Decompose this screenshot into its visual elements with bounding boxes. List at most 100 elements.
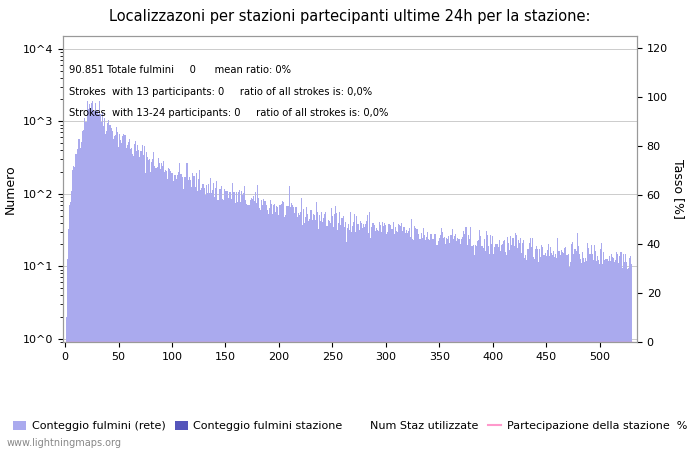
Bar <box>114 135 115 450</box>
Bar <box>147 158 148 450</box>
Bar <box>474 255 475 450</box>
Bar <box>514 233 516 450</box>
Bar <box>457 238 458 450</box>
Bar <box>435 245 437 450</box>
Bar <box>287 206 288 450</box>
Bar <box>260 210 261 450</box>
Bar <box>484 251 486 450</box>
Bar <box>153 153 155 450</box>
Bar <box>458 239 459 450</box>
Bar <box>193 176 194 450</box>
Bar <box>248 205 249 450</box>
Bar <box>206 193 208 450</box>
Bar <box>617 254 618 450</box>
Bar <box>374 231 376 450</box>
Bar <box>363 224 364 450</box>
Bar <box>441 228 442 450</box>
Bar <box>439 238 440 450</box>
Bar <box>592 254 593 450</box>
Bar <box>613 258 614 450</box>
Bar <box>192 173 193 450</box>
Bar <box>496 243 498 450</box>
Bar <box>333 227 334 450</box>
Bar <box>618 263 620 450</box>
Bar <box>322 222 323 450</box>
Bar <box>276 206 277 450</box>
Bar <box>600 249 601 450</box>
Bar <box>428 238 429 450</box>
Bar <box>136 151 137 450</box>
Bar <box>328 221 330 450</box>
Bar <box>385 225 386 450</box>
Bar <box>464 234 466 450</box>
Bar <box>291 203 293 450</box>
Bar <box>403 227 405 450</box>
Bar <box>620 252 622 450</box>
Text: 90.851 Totale fulmini     0      mean ratio: 0%: 90.851 Totale fulmini 0 mean ratio: 0% <box>69 65 291 75</box>
Bar <box>440 235 441 450</box>
Bar <box>556 258 557 450</box>
Bar <box>223 200 224 450</box>
Bar <box>583 258 584 450</box>
Bar <box>445 244 446 450</box>
Bar <box>615 260 616 450</box>
Bar <box>348 224 349 450</box>
Bar <box>84 118 85 450</box>
Bar <box>561 252 563 450</box>
Bar <box>568 254 569 450</box>
Bar <box>331 208 332 450</box>
Bar <box>393 222 394 450</box>
Bar <box>132 154 133 450</box>
Bar <box>83 130 84 450</box>
Bar <box>473 245 474 450</box>
Bar <box>522 243 523 450</box>
Bar <box>122 135 123 450</box>
Y-axis label: Numero: Numero <box>4 164 18 214</box>
Bar <box>317 212 318 450</box>
Bar <box>378 231 379 450</box>
Bar <box>181 174 182 450</box>
Bar <box>66 259 68 450</box>
Bar <box>354 214 356 450</box>
Bar <box>263 199 265 450</box>
Bar <box>543 255 545 450</box>
Bar <box>242 195 243 450</box>
Bar <box>218 189 220 450</box>
Bar <box>508 243 510 450</box>
Bar <box>97 111 98 450</box>
Bar <box>208 184 209 450</box>
Bar <box>76 154 78 450</box>
Bar <box>519 243 520 450</box>
Bar <box>332 216 333 450</box>
Bar <box>466 245 468 450</box>
Bar <box>591 245 592 450</box>
Bar <box>115 135 116 450</box>
Bar <box>190 187 192 450</box>
Bar <box>316 202 317 450</box>
Bar <box>593 260 594 450</box>
Bar <box>326 225 328 450</box>
Bar <box>158 158 159 450</box>
Bar <box>510 236 512 450</box>
Bar <box>394 234 395 450</box>
Bar <box>71 191 72 450</box>
Bar <box>246 204 247 450</box>
Bar <box>159 163 160 450</box>
Bar <box>536 246 537 450</box>
Bar <box>429 240 430 450</box>
Bar <box>298 213 299 450</box>
Bar <box>222 199 223 450</box>
Bar <box>346 228 348 450</box>
Bar <box>119 135 120 450</box>
Bar <box>417 230 419 450</box>
Bar <box>382 222 383 450</box>
Bar <box>517 248 518 450</box>
Bar <box>173 181 174 450</box>
Bar <box>139 157 141 450</box>
Bar <box>364 227 365 450</box>
Bar <box>98 114 99 450</box>
Bar <box>397 232 398 450</box>
Bar <box>74 166 76 450</box>
Bar <box>608 261 609 450</box>
Bar <box>300 212 301 450</box>
